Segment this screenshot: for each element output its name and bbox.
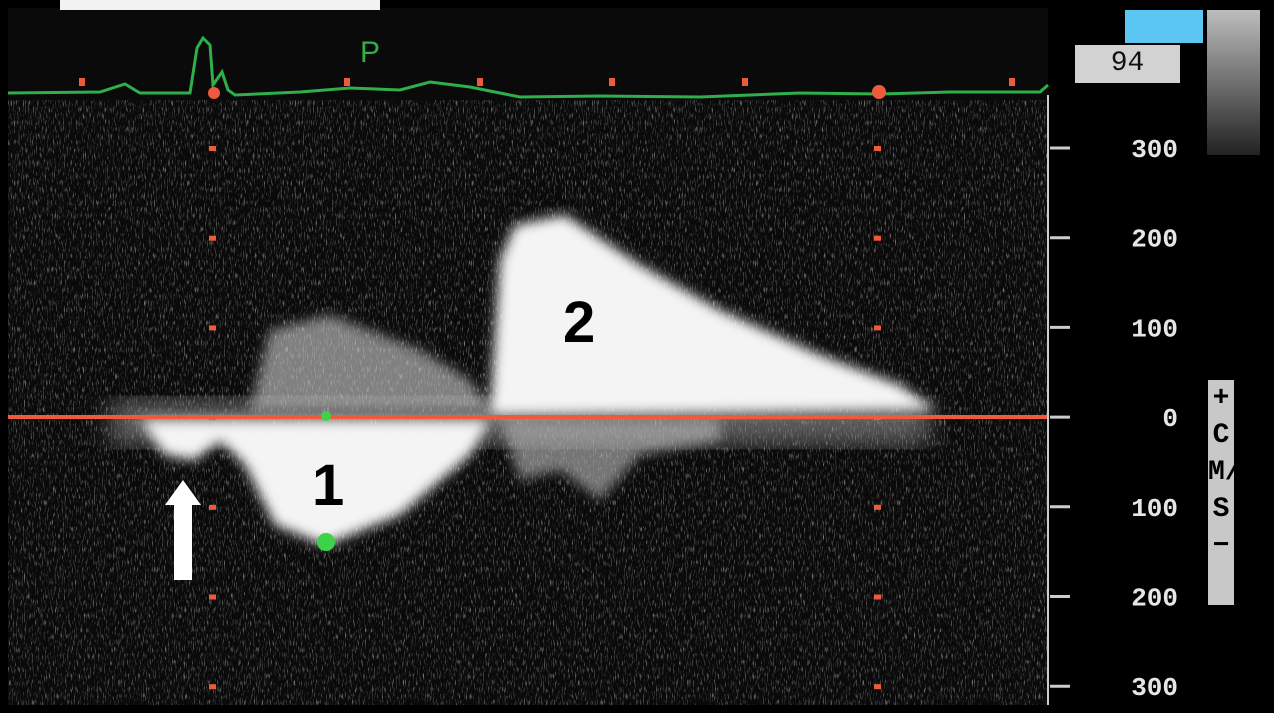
header-strip: [60, 0, 380, 10]
gray-bar: [1207, 10, 1260, 155]
grid-dot: [874, 594, 881, 600]
caliper: [317, 533, 335, 551]
grid-dot: [874, 415, 881, 421]
time-dot: [742, 78, 748, 86]
spectral-envelope: [250, 315, 490, 410]
tick-label: 200: [1131, 225, 1178, 255]
grid-dot: [209, 684, 216, 690]
marker: [208, 87, 220, 99]
grid-dot: [874, 235, 881, 241]
tick-label: 0: [1162, 404, 1178, 434]
spectral-envelope: [140, 420, 490, 545]
wave-label: 1: [312, 453, 344, 518]
time-dot: [609, 78, 615, 86]
grid-dot: [209, 504, 216, 510]
tick-label: 300: [1131, 673, 1178, 703]
grid-dot: [209, 415, 216, 421]
time-dot: [344, 78, 350, 86]
tick-label: 300: [1131, 135, 1178, 165]
grid-dot: [209, 146, 216, 151]
unit-label: +CM/S−: [1208, 380, 1242, 605]
grid-dot: [209, 594, 216, 600]
ecg-trace: [7, 35, 1049, 99]
tick-label: 200: [1131, 584, 1178, 614]
time-dot: [1009, 78, 1015, 86]
spectral-envelope: [500, 420, 720, 500]
grid-dot: [874, 504, 881, 510]
grid-dot: [874, 325, 881, 331]
grid-dot: [874, 146, 881, 151]
tick-label: 100: [1131, 494, 1178, 524]
grid-dot: [874, 684, 881, 690]
indicator: 94: [1075, 45, 1180, 83]
caliper: [321, 411, 331, 421]
wave-label: 2: [563, 290, 595, 355]
marker: [872, 85, 886, 99]
tick-label: 100: [1131, 314, 1178, 344]
time-dot: [477, 78, 483, 86]
grid-dot: [209, 325, 216, 331]
color-swatch: [1125, 10, 1203, 43]
spectral-envelope: [490, 215, 935, 415]
time-dot: [79, 78, 85, 86]
arrow: [165, 480, 201, 580]
grid-dot: [209, 235, 216, 241]
ecg-label: P: [360, 36, 380, 69]
